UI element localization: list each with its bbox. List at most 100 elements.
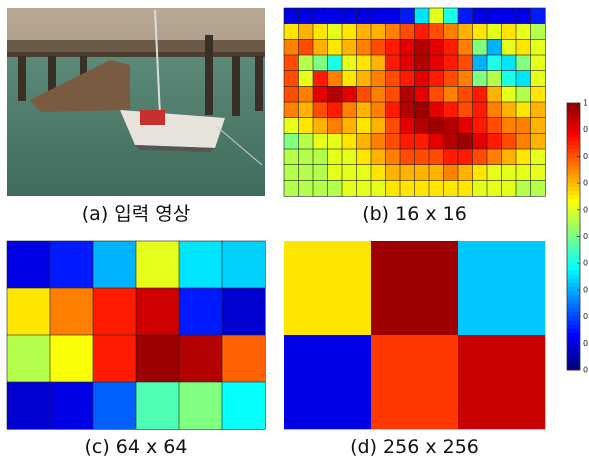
heatmap-cell [415,55,430,71]
heatmap-cell [473,118,488,134]
heatmap-cell [429,133,444,149]
heatmap-cell [371,8,386,24]
heatmap-cell [357,102,372,118]
heatmap-cell [531,39,546,55]
heatmap-cell [299,165,314,181]
heatmap-cell [386,39,401,55]
colorbar-step [567,307,580,312]
heatmap-cell [502,39,517,55]
heatmap-cell [313,86,328,102]
heatmap-cell [444,8,459,24]
colorbar-step [567,211,580,216]
heatmap-cell [299,71,314,87]
colorbar-step [567,178,580,183]
heatmap-cell [400,118,415,134]
heatmap-cell [487,86,502,102]
colorbar-step [567,170,580,175]
colorbar-step [567,291,580,296]
heatmap-cell [136,382,179,429]
heatmap-cell [7,382,50,429]
heatmap-cell [415,133,430,149]
heatmap-cell [284,180,299,196]
heatmap-cell [415,8,430,24]
heatmap-cell [299,24,314,40]
colorbar-tick-label: 0.8 [583,152,589,161]
colorbar-tick-label: 0.4 [583,259,589,268]
colorbar-step [567,120,580,125]
heatmap-cell [516,71,531,87]
heatmap-cell [400,8,415,24]
heatmap-cell [386,165,401,181]
colorbar-tick-label: 1 [583,99,588,108]
heatmap-cell [328,39,343,55]
colorbar-step [567,266,580,271]
heatmap-cell [386,55,401,71]
heatmap-cell [487,55,502,71]
colorbar-step [567,153,580,158]
heatmap-cell [458,24,473,40]
colorbar-tick-label: 0.7 [583,179,589,188]
heatmap-cell [531,133,546,149]
heatmap-cell [502,86,517,102]
heatmap-cell [400,133,415,149]
heatmap-cell [516,133,531,149]
heatmap-cell [458,55,473,71]
heatmap-cell [487,149,502,165]
heatmap-cell [487,180,502,196]
heatmap-cell [444,39,459,55]
heatmap-cell [516,86,531,102]
heatmap-cell [93,335,136,382]
heatmap-cell [313,102,328,118]
colorbar-step [567,278,580,283]
heatmap-cell [444,118,459,134]
colorbar-step [567,161,580,166]
heatmap-cell [429,39,444,55]
heatmap-cell [299,39,314,55]
heatmap-cell [284,149,299,165]
heatmap-cell [458,335,545,429]
colorbar-step [567,287,580,292]
colorbar-step [567,220,580,225]
heatmap-cell [7,241,50,288]
colorbar-step [567,128,580,133]
heatmap-cell [371,149,386,165]
heatmap-cell [7,288,50,335]
colorbar-step [567,157,580,162]
heatmap-cell [313,39,328,55]
colorbar-step [567,228,580,233]
heatmap-cell [284,8,299,24]
heatmap-cell [342,149,357,165]
heatmap-cell [328,86,343,102]
heatmap-cell [487,102,502,118]
heatmap-cell [357,39,372,55]
heatmap-cell [50,382,93,429]
heatmap-cell [516,39,531,55]
figure: (a) 입력 영상 (b) 16 x 16(c) 64 x 64(d) 256 … [0,0,589,463]
heatmap-cell [444,180,459,196]
heatmap-cell [299,149,314,165]
heatmap-cell [313,71,328,87]
heatmap-cell [222,335,265,382]
heatmap-cell [371,71,386,87]
heatmap-cell [284,24,299,40]
colorbar-step [567,103,580,108]
heatmap-cell [473,55,488,71]
heatmap-cell [429,55,444,71]
colorbar-step [567,249,580,254]
heatmap-cell [299,118,314,134]
heatmap-cell [136,288,179,335]
heatmap-cell [313,180,328,196]
heatmap-cell [371,55,386,71]
heatmap-cell [487,24,502,40]
caption: (c) 64 x 64 [85,436,188,458]
heatmap-cell [342,71,357,87]
colorbar-tick-label: 0.1 [583,339,589,348]
heatmap-cell [487,165,502,181]
heatmap-cell [342,118,357,134]
heatmap-cell [313,24,328,40]
heatmap-cell [516,8,531,24]
heatmap-cell [458,102,473,118]
heatmap-cell [222,241,265,288]
heatmap-cell [222,288,265,335]
heatmap-cell [429,24,444,40]
